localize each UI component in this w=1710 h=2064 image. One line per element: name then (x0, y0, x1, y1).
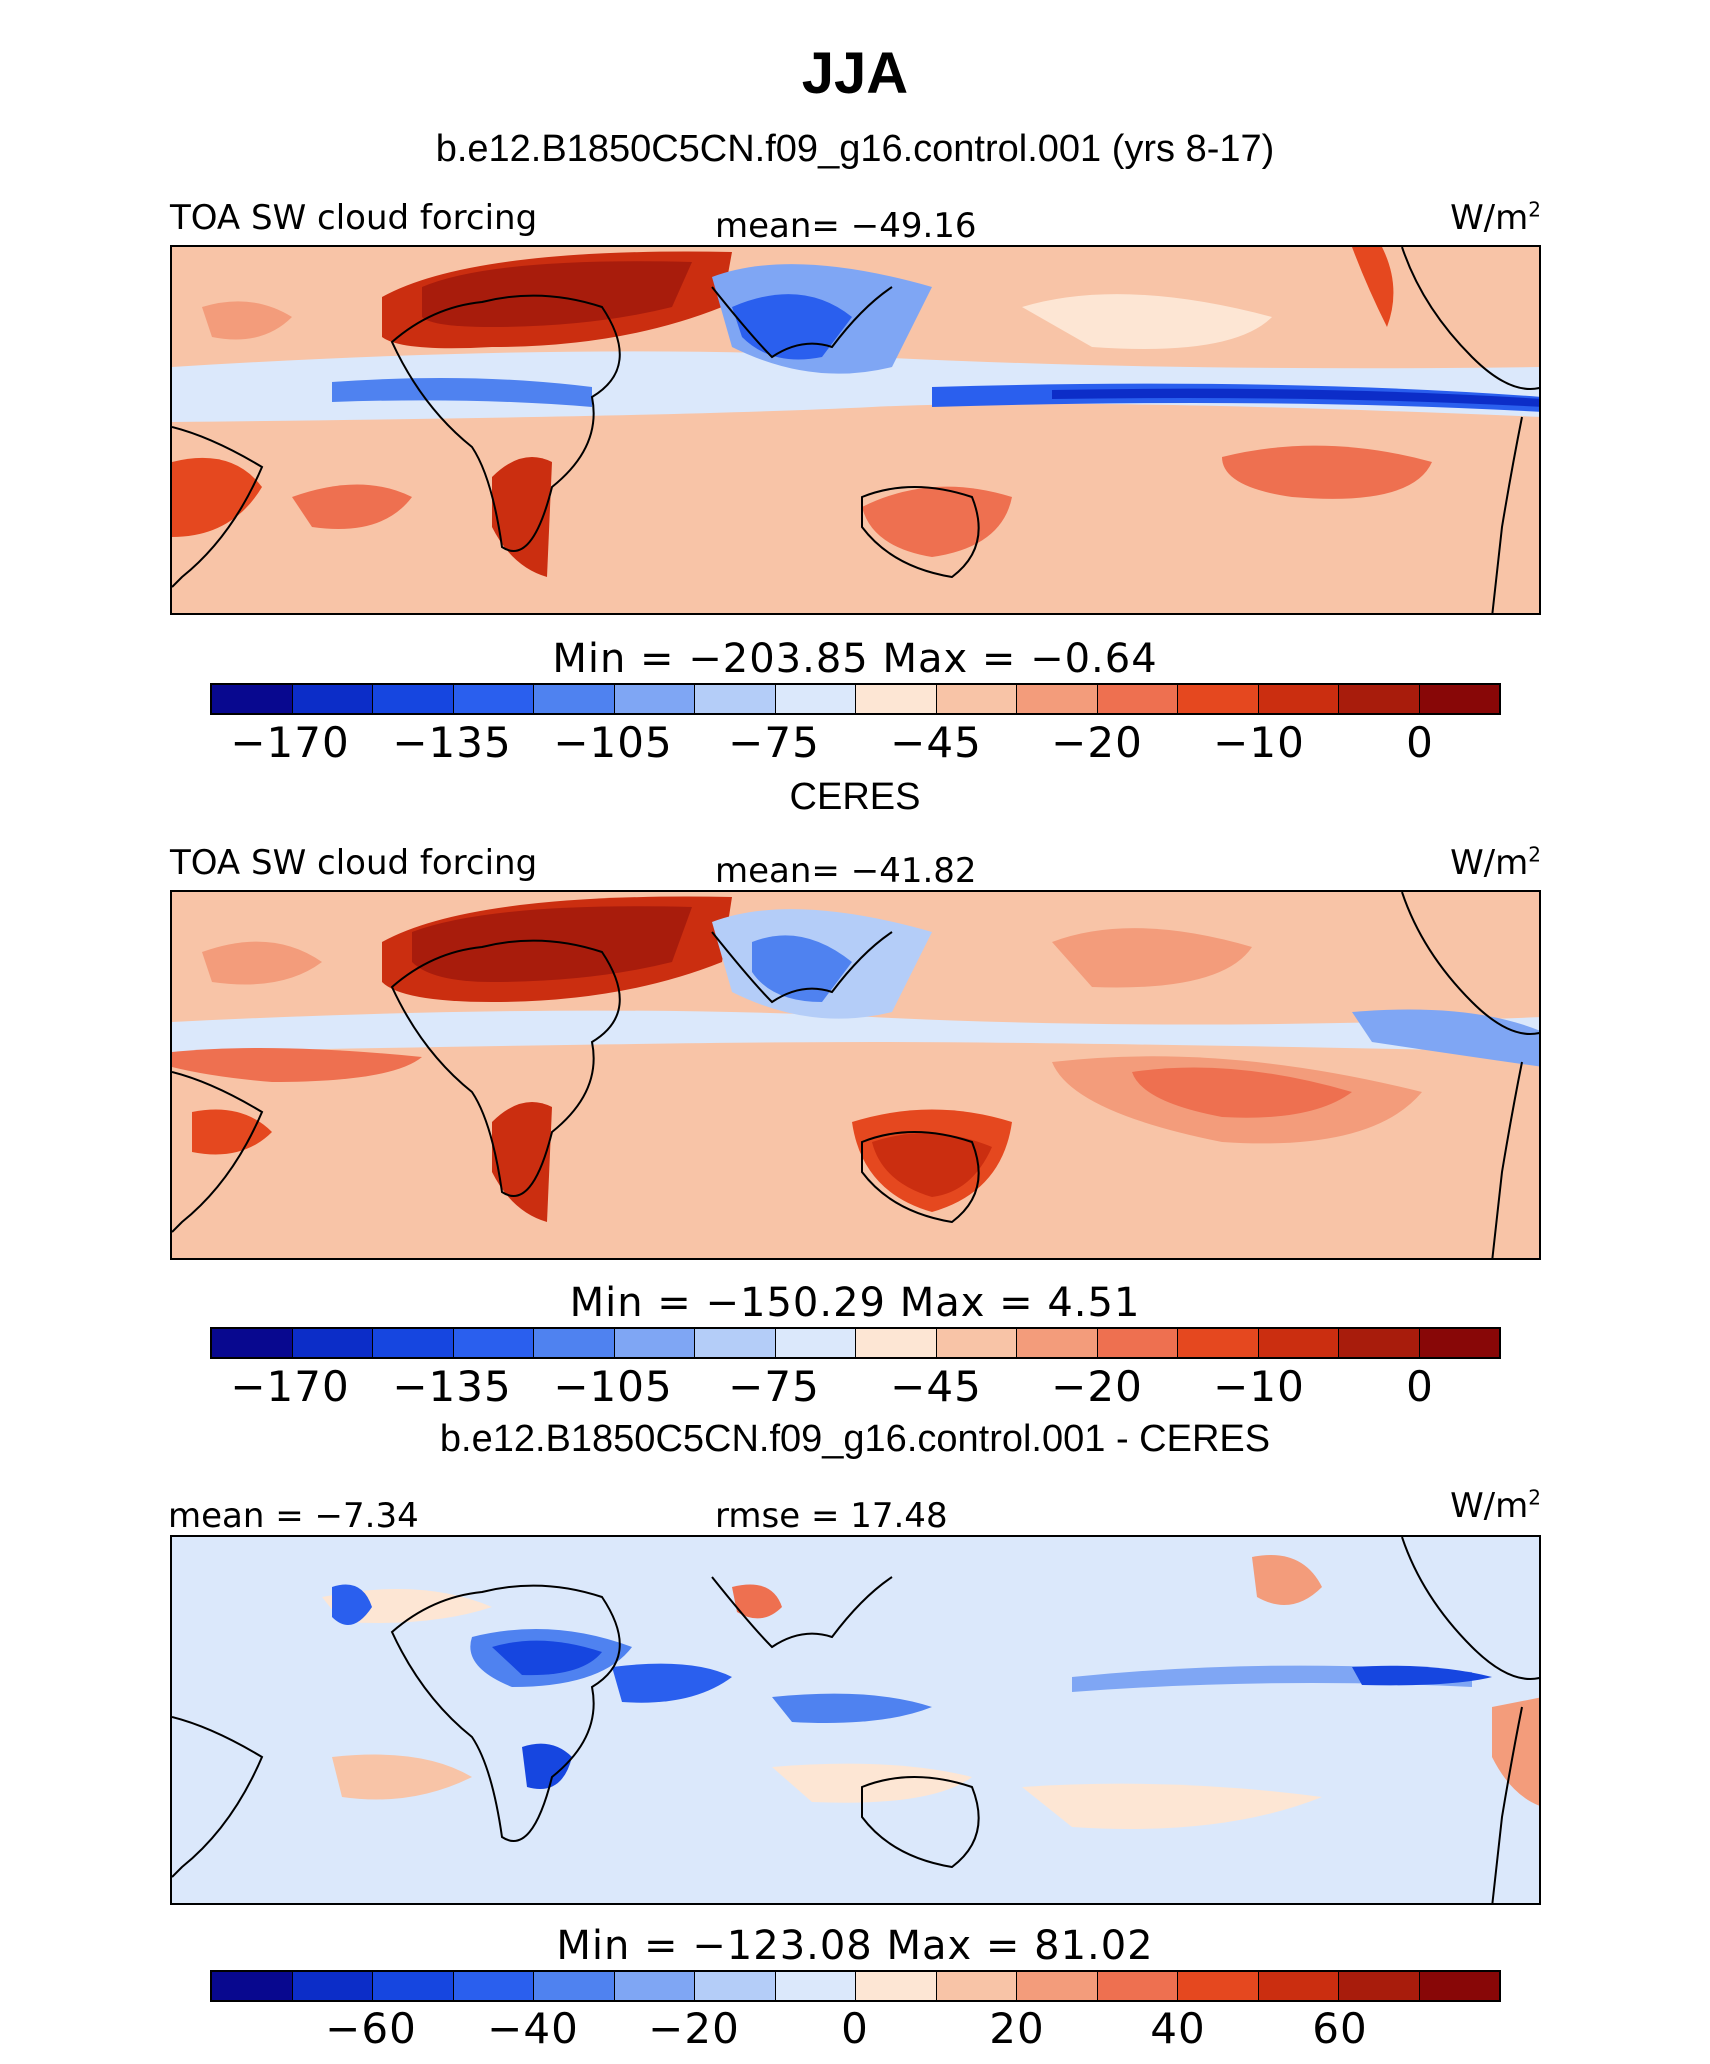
panel-2-map (170, 890, 1541, 1260)
colorbar-swatch (212, 1972, 293, 2000)
panel-3-tick: 60 (1312, 2004, 1368, 2053)
colorbar-swatch (373, 685, 454, 713)
colorbar-swatch (373, 1972, 454, 2000)
colorbar-swatch (614, 1972, 695, 2000)
panel-3-rmse-label: rmse = 17.48 (715, 1496, 948, 1536)
colorbar-swatch (695, 1329, 776, 1357)
panel-2-units-label: W/m2 (1450, 842, 1541, 883)
colorbar-swatch (856, 685, 937, 713)
panel-3-title: b.e12.B1850C5CN.f09_g16.control.001 - CE… (439, 1418, 1271, 1460)
panel-1-units-label: W/m2 (1450, 197, 1541, 238)
colorbar-swatch (453, 1972, 534, 2000)
panel-3-tick: 40 (1150, 2004, 1206, 2053)
colorbar-swatch (936, 1329, 1017, 1357)
panel-2-tick: −75 (728, 1362, 820, 1411)
panel-2-tick: −45 (890, 1362, 982, 1411)
panel-3-tick: −20 (648, 2004, 740, 2053)
colorbar-swatch (1419, 1972, 1499, 2000)
colorbar-swatch (1258, 1329, 1339, 1357)
colorbar-swatch (1097, 685, 1178, 713)
colorbar-swatch (1017, 685, 1098, 713)
colorbar-swatch (695, 685, 776, 713)
panel-1-tick: −10 (1213, 718, 1305, 767)
panel-3-tick: −60 (325, 2004, 417, 2053)
panel-1-min-max: Min = −203.85 Max = −0.64 (552, 636, 1158, 682)
panel-1-tick: −20 (1051, 718, 1143, 767)
colorbar-swatch (695, 1972, 776, 2000)
panel-2-tick: 0 (1406, 1362, 1434, 1411)
colorbar-swatch (534, 1972, 615, 2000)
colorbar-swatch (212, 685, 293, 713)
panel-3-mean-label: mean = −7.34 (168, 1496, 419, 1536)
colorbar-swatch (534, 685, 615, 713)
colorbar-swatch (292, 1972, 373, 2000)
panel-1-tick: −135 (392, 718, 512, 767)
colorbar-swatch (936, 685, 1017, 713)
panel-2-tick: −10 (1213, 1362, 1305, 1411)
panel-2-colorbar (210, 1327, 1501, 1359)
panel-3-units-label: W/m2 (1450, 1485, 1541, 1526)
colorbar-swatch (1419, 1329, 1499, 1357)
colorbar-swatch (1017, 1972, 1098, 2000)
colorbar-swatch (292, 1329, 373, 1357)
colorbar-swatch (212, 1329, 293, 1357)
panel-3-min-max: Min = −123.08 Max = 81.02 (556, 1923, 1154, 1969)
colorbar-swatch (1339, 685, 1420, 713)
panel-1-tick: 0 (1406, 718, 1434, 767)
main-title: JJA (801, 41, 909, 106)
panel-2-tick: −20 (1051, 1362, 1143, 1411)
panel-1-colorbar (210, 683, 1501, 715)
colorbar-swatch (614, 1329, 695, 1357)
panel-1-map (170, 245, 1541, 615)
panel-2-title: CERES (789, 776, 921, 818)
colorbar-swatch (775, 685, 856, 713)
colorbar-swatch (1178, 685, 1259, 713)
panel-2-min-max: Min = −150.29 Max = 4.51 (569, 1280, 1141, 1326)
panel-1-tick: −75 (728, 718, 820, 767)
colorbar-swatch (373, 1329, 454, 1357)
colorbar-swatch (453, 1329, 534, 1357)
panel-1-variable-label: TOA SW cloud forcing (170, 198, 538, 238)
colorbar-swatch (1419, 685, 1499, 713)
panel-3-map (170, 1535, 1541, 1905)
colorbar-swatch (1097, 1972, 1178, 2000)
colorbar-swatch (1339, 1972, 1420, 2000)
panel-3-tick: −40 (487, 2004, 579, 2053)
colorbar-swatch (453, 685, 534, 713)
panel-1-tick: −45 (890, 718, 982, 767)
colorbar-swatch (1178, 1329, 1259, 1357)
colorbar-swatch (1258, 1972, 1339, 2000)
colorbar-swatch (936, 1972, 1017, 2000)
colorbar-swatch (292, 685, 373, 713)
colorbar-swatch (614, 685, 695, 713)
colorbar-swatch (534, 1329, 615, 1357)
colorbar-swatch (1339, 1329, 1420, 1357)
panel-1-tick: −105 (553, 718, 673, 767)
colorbar-swatch (1178, 1972, 1259, 2000)
panel-2-variable-label: TOA SW cloud forcing (170, 843, 538, 883)
colorbar-swatch (1258, 685, 1339, 713)
colorbar-swatch (775, 1972, 856, 2000)
panel-1-mean-label: mean= −49.16 (715, 206, 977, 246)
panel-3-colorbar (210, 1970, 1501, 2002)
panel-3-tick: 20 (989, 2004, 1045, 2053)
colorbar-swatch (856, 1329, 937, 1357)
colorbar-swatch (856, 1972, 937, 2000)
colorbar-swatch (775, 1329, 856, 1357)
colorbar-swatch (1017, 1329, 1098, 1357)
panel-2-tick: −105 (553, 1362, 673, 1411)
panel-1-tick: −170 (230, 718, 350, 767)
panel-2-mean-label: mean= −41.82 (715, 851, 977, 891)
panel-3-tick: 0 (841, 2004, 869, 2053)
panel-1-title: b.e12.B1850C5CN.f09_g16.control.001 (yrs… (435, 128, 1275, 170)
panel-2-tick: −170 (230, 1362, 350, 1411)
panel-2-tick: −135 (392, 1362, 512, 1411)
colorbar-swatch (1097, 1329, 1178, 1357)
